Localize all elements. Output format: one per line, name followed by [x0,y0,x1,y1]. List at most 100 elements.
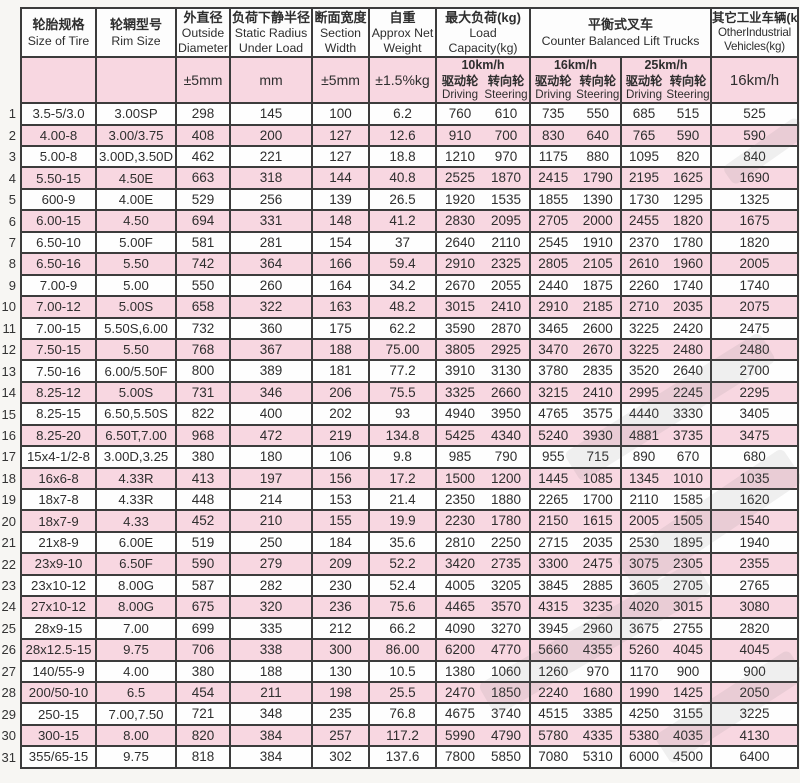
driving-steering-values: 2810 2250 [438,534,528,550]
net-weight-label-en: Approx Net Weight [371,26,434,55]
driving-value: 3605 [628,577,660,593]
outside-diameter-unit: ±5mm [175,55,231,105]
driving-value: 4020 [628,599,660,615]
load-25kmh-cell: 2110 1585 [619,488,713,512]
row-number: 24 [1,599,16,615]
row-number: 14 [1,385,16,401]
driving-steering-values: 1445 1085 [532,470,619,486]
load-25kmh-cell: 3675 2755 [619,616,713,641]
other-industrial-cell: 2355 [710,552,800,576]
table-row: 21 21x8-9 6.00E 519 250 184 35.6 2810 2250 2715 20… [0,530,800,555]
steering-value: 1880 [490,492,522,508]
outside-diameter-cell: 968 [175,423,231,448]
driving-value: 2610 [628,256,660,272]
static-radius-unit: mm [229,55,313,105]
tire-size-cell: 7.00-15 [20,316,97,341]
net-weight-cell: 75.5 [368,380,437,405]
driving-value: 6000 [628,749,660,765]
rim-size-cell: 8.00G [95,595,177,619]
other-industrial-cell: 6400 [710,745,800,769]
driving-wheel-label-zh: 驱动轮 [625,73,663,88]
driving-value: 2415 [538,170,569,186]
driving-steering-values: 1855 1390 [532,191,619,207]
rim-size-cell: 3.00/3.75 [95,123,177,148]
driving-steering-values: 2350 1880 [438,492,528,508]
section-width-cell: 219 [311,423,370,448]
steering-value: 1875 [582,277,613,293]
driving-value: 4440 [628,406,660,422]
driving-value: 2830 [444,213,476,229]
driving-value: 2470 [444,684,476,700]
steering-value: 1085 [582,470,613,486]
driving-value: 1210 [444,149,476,165]
steering-value: 1850 [490,684,522,700]
net-weight-cell: 21.4 [368,488,437,512]
driving-steering-values: 4315 3235 [532,600,619,614]
driving-steering-values: 2440 1875 [532,277,619,293]
outside-diameter-cell: 694 [175,209,231,233]
driving-value: 2640 [444,234,476,250]
driving-steering-values: 3215 2410 [532,386,619,400]
driving-value: 3845 [538,577,569,593]
static-radius-cell: 322 [229,295,313,319]
driving-steering-values: 1260 970 [532,665,619,679]
steering-value: 2705 [672,577,704,593]
steering-value: 2410 [490,299,522,315]
steering-value: 2600 [582,320,613,336]
rim-size-cell: 4.33 [95,509,177,533]
driving-value: 1170 [629,663,659,679]
other-industrial-cell: 1620 [710,488,800,512]
load-25kmh-cell: 685 515 [619,102,713,126]
driving-value: 4940 [444,406,476,422]
wheel-labels-zh: 驱动轮 转向轮 [438,74,528,89]
steering-value: 1820 [672,213,704,229]
driving-steering-values: 2530 1895 [623,536,709,550]
driving-steering-values: 1345 1010 [623,472,709,486]
rim-size-cell: 5.00F [95,230,177,255]
net-weight-cell: 48.2 [368,295,437,319]
speed-group-16kmh: 16km/h 驱动轮 转向轮 Driving Steering [529,55,622,105]
driving-value: 7800 [444,749,476,765]
rim-size-cell: 3.00SP [95,102,177,126]
driving-steering-values: 2415 1790 [532,170,619,186]
tire-size-cell: 6.50-10 [20,230,97,255]
load-25kmh-cell: 5260 4045 [619,638,713,662]
driving-value: 1445 [538,470,569,486]
col-header-counter-balanced: 平衡式叉车 Counter Balanced Lift Trucks [528,7,713,58]
driving-steering-values: 1990 1425 [623,686,709,700]
load-25kmh-cell: 4440 3330 [619,402,713,426]
driving-steering-values: 3225 2420 [623,320,709,336]
other-industrial-cell: 2295 [710,380,800,405]
static-radius-cell: 400 [229,402,313,426]
steering-value: 1780 [672,234,704,250]
driving-steering-values: 2805 2105 [532,257,619,271]
section-width-cell: 235 [311,702,370,726]
driving-value: 1730 [628,191,660,207]
steering-value: 790 [494,449,518,465]
driving-steering-values: 4250 3155 [623,707,709,721]
load-25kmh-cell: 3075 2305 [619,552,713,576]
load-10kmh-cell: 4940 3950 [435,402,531,426]
tire-size-cell: 18x7-9 [20,509,97,533]
driving-value: 3225 [628,320,660,336]
driving-value: 760 [448,106,472,122]
steering-value: 1870 [490,170,522,186]
driving-steering-values: 3300 2475 [532,557,619,571]
driving-value: 5660 [538,642,569,658]
load-10kmh-cell: 3805 2925 [435,337,531,362]
steering-value: 3330 [672,406,704,422]
driving-value: 1855 [538,191,569,207]
outside-diameter-cell: 298 [175,102,231,126]
steering-value: 3930 [582,427,613,443]
load-25kmh-cell: 3225 2420 [619,316,713,341]
driving-steering-values: 3520 2640 [623,364,709,378]
static-radius-cell: 346 [229,380,313,405]
other-industrial-cell: 1035 [710,466,800,491]
net-weight-cell: 52.4 [368,573,437,598]
driving-value: 2195 [628,170,660,186]
outside-diameter-cell: 380 [175,659,231,684]
driving-wheel-label-zh: 驱动轮 [534,73,572,88]
load-16kmh-cell: 2545 1910 [529,230,622,255]
driving-value: 2810 [444,534,476,550]
load-25kmh-cell: 4250 3155 [619,702,713,726]
